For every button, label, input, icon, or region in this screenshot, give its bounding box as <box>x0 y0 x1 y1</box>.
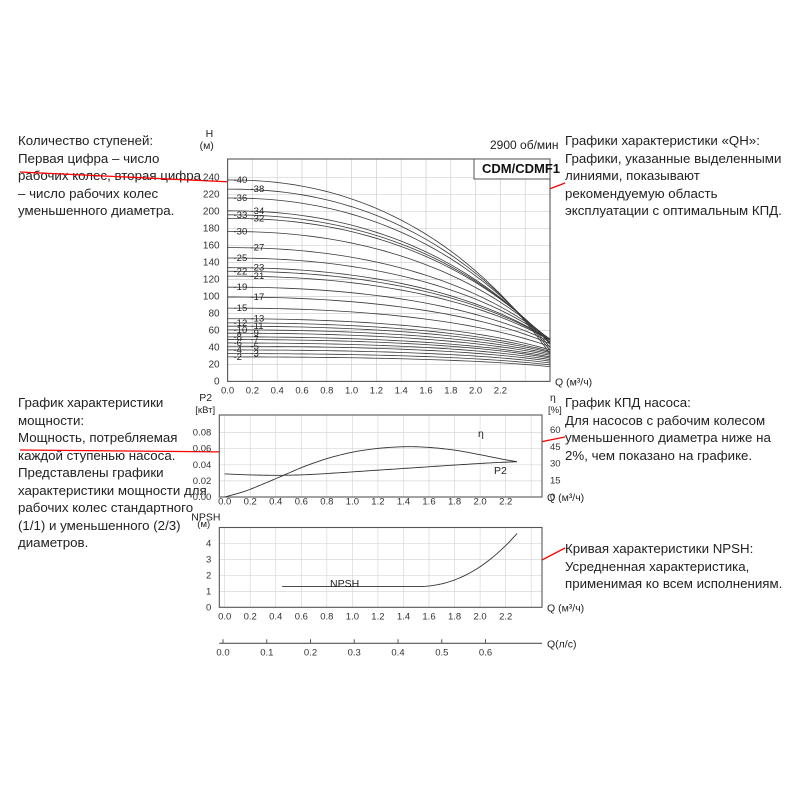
svg-text:3: 3 <box>206 555 211 566</box>
svg-text:1.2: 1.2 <box>371 611 384 622</box>
svg-text:Q(л/с): Q(л/с) <box>547 638 576 650</box>
svg-text:0.5: 0.5 <box>435 647 448 658</box>
svg-text:4: 4 <box>206 539 211 550</box>
svg-text:0.2: 0.2 <box>304 647 317 658</box>
svg-text:0.6: 0.6 <box>479 647 492 658</box>
svg-text:0.8: 0.8 <box>320 611 333 622</box>
svg-text:0.6: 0.6 <box>295 611 308 622</box>
svg-text:0.0: 0.0 <box>216 647 229 658</box>
svg-text:Q (м³/ч): Q (м³/ч) <box>547 602 584 614</box>
svg-text:0.0: 0.0 <box>218 611 231 622</box>
svg-text:1.0: 1.0 <box>346 611 359 622</box>
svg-text:0.4: 0.4 <box>269 611 282 622</box>
svg-text:(м): (м) <box>197 519 210 530</box>
svg-text:0.1: 0.1 <box>260 647 273 658</box>
svg-text:NPSH: NPSH <box>330 578 359 590</box>
svg-text:1.6: 1.6 <box>422 611 435 622</box>
svg-text:0: 0 <box>206 602 211 613</box>
svg-text:0.3: 0.3 <box>348 647 361 658</box>
svg-text:1.8: 1.8 <box>448 611 461 622</box>
svg-text:0.2: 0.2 <box>244 611 257 622</box>
svg-text:1: 1 <box>206 586 211 597</box>
svg-text:0.4: 0.4 <box>391 647 404 658</box>
svg-text:2.2: 2.2 <box>499 611 512 622</box>
svg-text:2: 2 <box>206 570 211 581</box>
svg-text:1.4: 1.4 <box>397 611 410 622</box>
svg-text:2.0: 2.0 <box>473 611 486 622</box>
